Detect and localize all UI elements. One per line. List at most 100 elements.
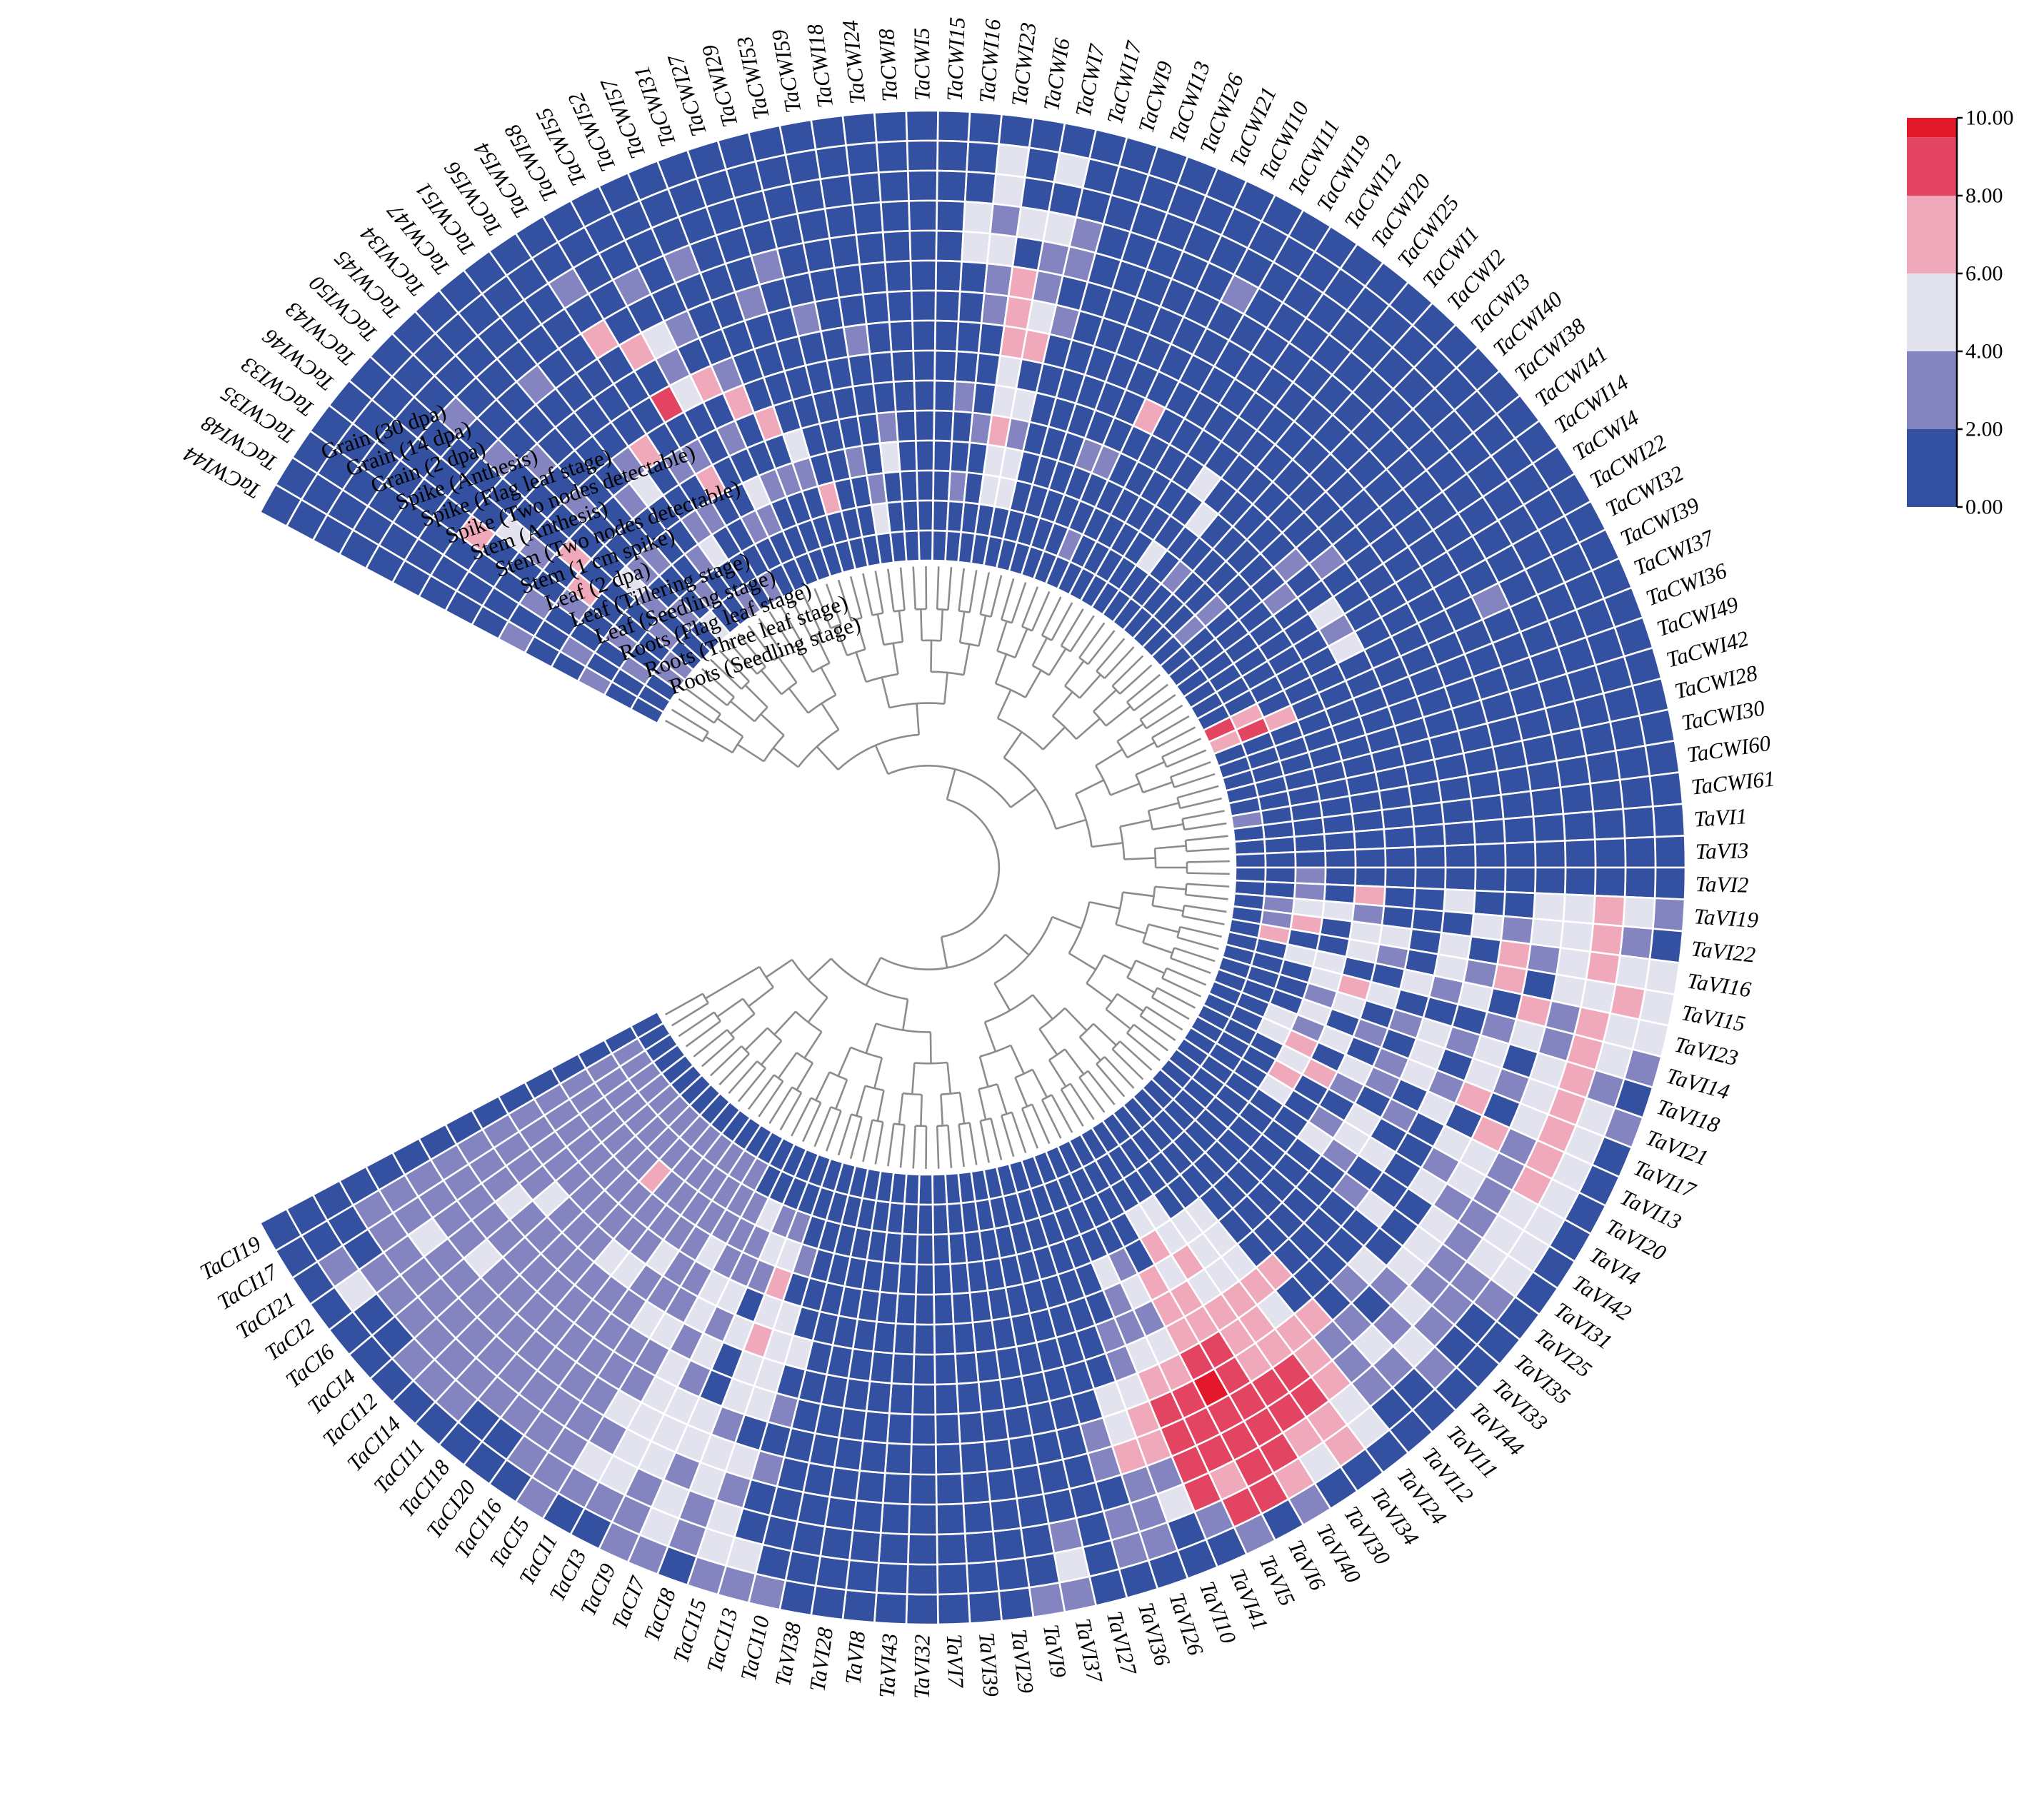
heatmap-cell bbox=[933, 349, 958, 383]
tree-arc bbox=[1078, 657, 1089, 666]
tree-branch bbox=[1154, 885, 1186, 890]
heatmap-cell bbox=[995, 1557, 1031, 1592]
gene-label: TaCWI16 bbox=[974, 18, 1006, 104]
heatmap-cell bbox=[952, 1321, 977, 1355]
heatmap-cell bbox=[845, 141, 880, 176]
heatmap-cells bbox=[259, 109, 1687, 1626]
tree-arc bbox=[807, 694, 836, 714]
tree-branch bbox=[802, 1102, 822, 1142]
heatmap-cell bbox=[888, 319, 915, 353]
heatmap-cell bbox=[936, 169, 968, 203]
heatmap-cell bbox=[877, 1532, 910, 1565]
tree-branch bbox=[1122, 891, 1154, 898]
tree-arc bbox=[1151, 886, 1156, 906]
heatmap-cell bbox=[932, 1262, 953, 1296]
tree-branch bbox=[1152, 823, 1184, 830]
heatmap-cell bbox=[1589, 778, 1624, 813]
heatmap-cell bbox=[931, 1172, 948, 1206]
tree-branch bbox=[1075, 779, 1104, 795]
tree-branch bbox=[791, 1097, 812, 1137]
heatmap-cell bbox=[992, 1527, 1026, 1562]
heatmap-cell bbox=[935, 229, 965, 263]
heatmap-cell bbox=[912, 1353, 936, 1386]
tree-branch bbox=[1051, 1094, 1073, 1133]
tree-branch bbox=[1133, 683, 1169, 712]
heatmap-cell bbox=[905, 1593, 939, 1626]
tree-branch bbox=[1087, 1070, 1116, 1105]
heatmap-cell bbox=[883, 1442, 913, 1475]
heatmap-cell bbox=[892, 379, 916, 413]
tree-branch bbox=[760, 1040, 783, 1065]
tree-branch bbox=[996, 1083, 1008, 1115]
tree-branch bbox=[1183, 822, 1227, 831]
tree-arc bbox=[701, 993, 709, 1004]
tree-arc bbox=[1078, 1070, 1089, 1078]
tree-branch bbox=[807, 958, 832, 981]
legend-tick-label: 6.00 bbox=[1965, 262, 2003, 286]
heatmap-cell bbox=[909, 259, 938, 292]
tree-branch bbox=[1142, 941, 1173, 954]
gene-label: TaVI43 bbox=[874, 1633, 902, 1699]
heatmap-cell bbox=[1533, 840, 1567, 869]
heatmap-cell bbox=[931, 1202, 950, 1236]
heatmap-cell bbox=[858, 1440, 888, 1475]
heatmap-cell bbox=[907, 169, 938, 202]
tree-branch bbox=[876, 613, 885, 646]
heatmap-cell bbox=[1614, 954, 1651, 991]
heatmap-cell bbox=[908, 229, 938, 262]
heatmap-cell bbox=[913, 1293, 936, 1326]
tree-branch bbox=[665, 993, 703, 1016]
tree-branch bbox=[1156, 987, 1196, 1009]
legend-tick-label: 4.00 bbox=[1965, 340, 2003, 363]
heatmap-cell bbox=[875, 1562, 909, 1595]
tree-branch bbox=[940, 1094, 944, 1126]
tree-branch bbox=[958, 1092, 966, 1124]
tree-branch bbox=[1111, 655, 1144, 687]
heatmap-cell bbox=[966, 141, 1000, 176]
heatmap-cell bbox=[879, 1502, 911, 1535]
tree-branch bbox=[990, 1118, 1003, 1160]
heatmap-cell bbox=[851, 1499, 884, 1535]
tree-branch bbox=[760, 713, 785, 736]
heatmap-cell bbox=[1529, 918, 1565, 949]
tree-branch bbox=[1051, 602, 1073, 641]
tree-arc bbox=[1111, 685, 1121, 695]
tree-branch bbox=[813, 1106, 832, 1147]
tree-branch bbox=[898, 1093, 904, 1125]
tree-arc bbox=[773, 1074, 783, 1083]
heatmap-cell bbox=[1526, 759, 1562, 793]
tree-branch bbox=[1186, 883, 1230, 888]
heatmap-cell bbox=[1016, 1492, 1050, 1530]
heatmap-cell bbox=[917, 529, 934, 562]
heatmap-cell bbox=[1648, 928, 1684, 965]
heatmap-cell bbox=[1323, 830, 1356, 852]
tree-branch bbox=[1096, 1063, 1126, 1098]
tree-branch bbox=[1014, 1077, 1028, 1108]
tree-arc bbox=[887, 764, 1012, 808]
heatmap-cell bbox=[828, 233, 861, 269]
heatmap-cell bbox=[910, 289, 937, 322]
heatmap-cell bbox=[933, 1382, 960, 1416]
tree-branch bbox=[887, 1123, 895, 1167]
heatmap-cell bbox=[961, 1470, 991, 1505]
heatmap-cell bbox=[848, 171, 882, 206]
gene-label: TaVI22 bbox=[1690, 935, 1756, 967]
legend-tick-label: 2.00 bbox=[1965, 418, 2003, 441]
heatmap-cell bbox=[988, 202, 1022, 238]
tree-branch bbox=[728, 1060, 758, 1094]
heatmap-cell bbox=[1618, 925, 1654, 960]
tree-branch bbox=[1093, 689, 1117, 713]
tree-branch bbox=[1146, 704, 1183, 730]
tree-arc bbox=[1151, 737, 1158, 748]
heatmap-cell bbox=[1324, 866, 1357, 887]
tree-branch bbox=[791, 598, 812, 638]
tree-branch bbox=[796, 1063, 814, 1091]
tree-arc bbox=[830, 1105, 841, 1112]
tree-arc bbox=[1181, 905, 1186, 917]
tree-branch bbox=[1116, 723, 1144, 743]
tree-branch bbox=[803, 1031, 823, 1059]
tree-branch bbox=[940, 936, 948, 968]
tree-branch bbox=[865, 957, 882, 986]
heatmap-cell bbox=[916, 1203, 934, 1236]
heatmap-cell bbox=[967, 1589, 1003, 1624]
